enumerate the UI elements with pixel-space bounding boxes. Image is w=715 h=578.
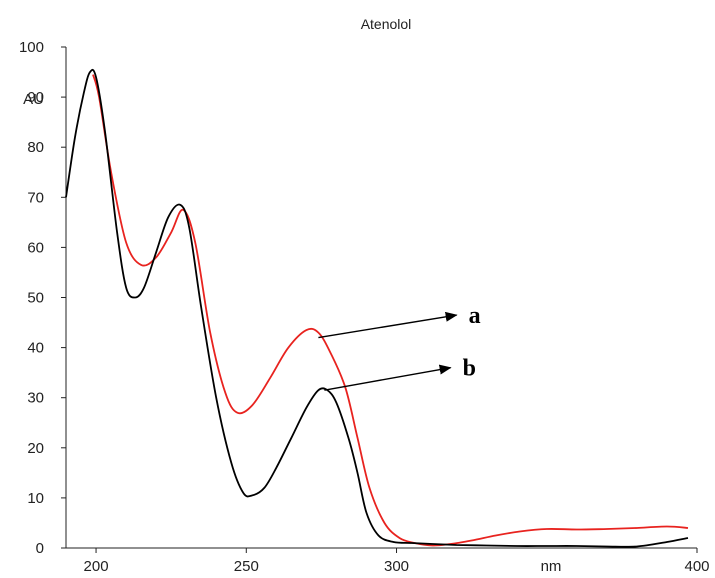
y-axis-unit: AU [23, 91, 44, 108]
y-tick-label: 80 [27, 139, 44, 156]
y-tick-label: 30 [27, 390, 44, 407]
y-tick-label: 20 [27, 440, 44, 457]
x-tick-label: 250 [234, 558, 259, 575]
y-tick-label: 90 [27, 89, 44, 106]
chart-title: Atenolol [361, 16, 412, 32]
annotation-arrow-b [324, 364, 452, 391]
series-layer [65, 68, 689, 548]
y-tick-label: 0 [36, 540, 44, 557]
annotation-label-b: b [463, 356, 476, 382]
x-tick-label: 300 [384, 558, 409, 575]
y-tick-label: 40 [27, 340, 44, 357]
x-tick-label: 200 [84, 558, 109, 575]
annotation-arrow-a [318, 311, 458, 339]
x-tick-labels: 200 250 300 400 [84, 548, 710, 575]
y-tick-label: 50 [27, 290, 44, 307]
y-tick-labels: 0 10 20 30 40 50 60 70 80 90 100 [19, 39, 66, 557]
annotation-layer: ab [318, 303, 481, 391]
annotation-label-a: a [469, 303, 481, 329]
x-axis-unit: nm [541, 558, 562, 575]
y-tick-label: 10 [27, 490, 44, 507]
plot-area [65, 47, 697, 549]
x-tick-label: 400 [684, 558, 709, 575]
y-tick-label: 100 [19, 39, 44, 56]
y-tick-label: 60 [27, 239, 44, 256]
y-tick-label: 70 [27, 189, 44, 206]
series-line-a [92, 74, 689, 547]
series-line-b [65, 68, 689, 548]
